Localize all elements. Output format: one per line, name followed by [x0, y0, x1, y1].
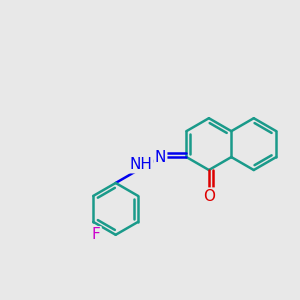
Text: F: F — [92, 227, 100, 242]
Text: NH: NH — [130, 157, 152, 172]
Text: N: N — [155, 150, 166, 165]
Text: O: O — [203, 189, 215, 204]
